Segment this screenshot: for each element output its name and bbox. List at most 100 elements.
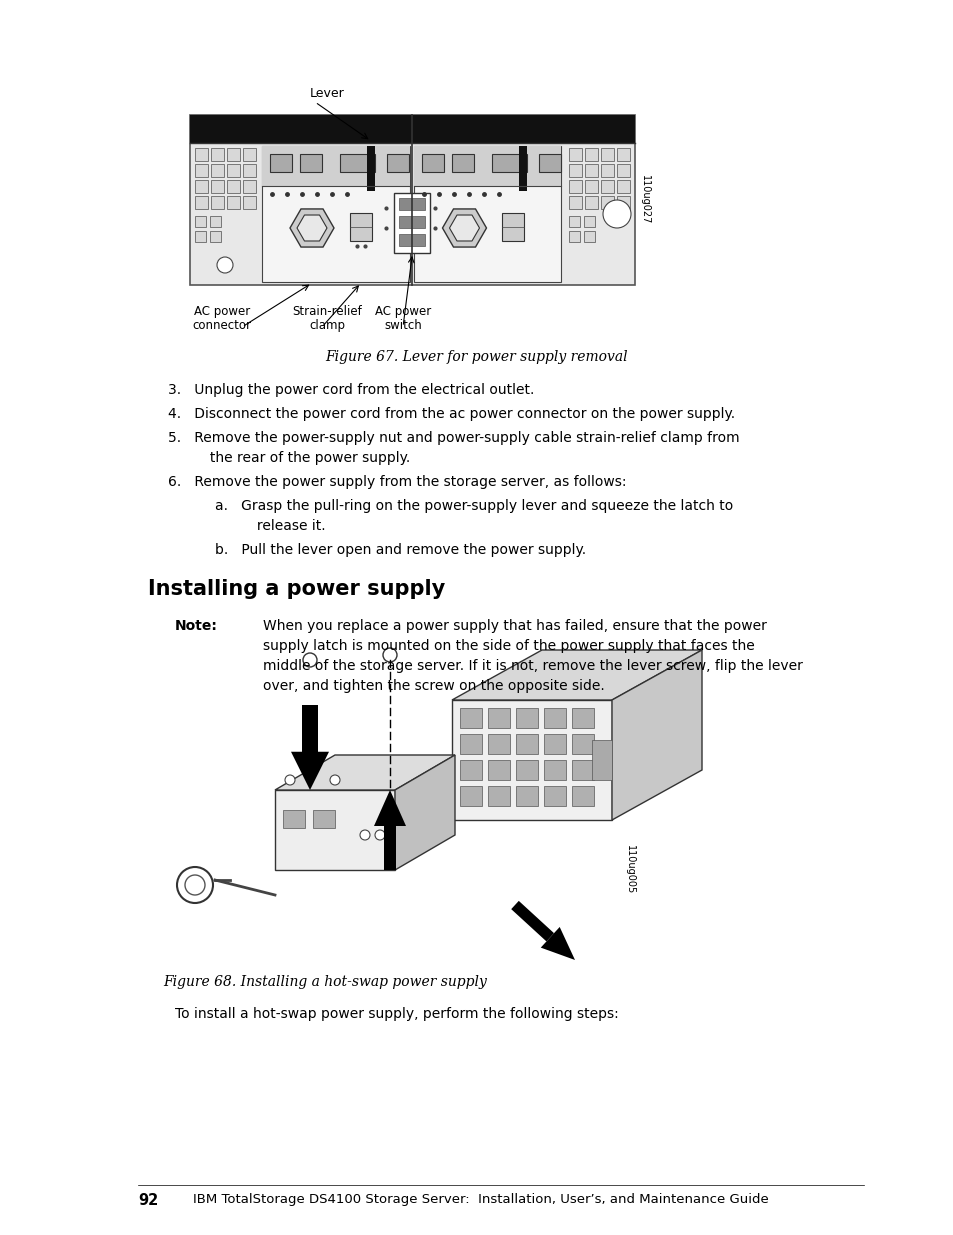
Polygon shape [511, 900, 554, 941]
Bar [399, 198, 425, 210]
Text: supply latch is mounted on the side of the power supply that faces the: supply latch is mounted on the side of t… [263, 638, 754, 653]
Polygon shape [449, 215, 479, 241]
Circle shape [382, 648, 396, 662]
Bar [600, 180, 614, 193]
Circle shape [330, 776, 339, 785]
Bar [270, 154, 292, 172]
Bar [414, 146, 560, 282]
Bar [190, 115, 635, 285]
Bar [543, 734, 565, 755]
Bar [617, 196, 629, 209]
Text: Strain-relief: Strain-relief [292, 305, 361, 317]
Text: Installing a power supply: Installing a power supply [148, 579, 445, 599]
Circle shape [185, 876, 205, 895]
Bar [194, 216, 206, 227]
Bar [459, 760, 481, 781]
Bar [617, 164, 629, 177]
Text: 6.   Remove the power supply from the storage server, as follows:: 6. Remove the power supply from the stor… [168, 475, 626, 489]
Bar [227, 196, 240, 209]
Bar [584, 180, 598, 193]
Bar [572, 734, 594, 755]
Bar [302, 705, 317, 752]
Text: 110ug027: 110ug027 [639, 175, 649, 225]
Circle shape [285, 776, 294, 785]
Bar [572, 708, 594, 727]
Text: Figure 67. Lever for power supply removal: Figure 67. Lever for power supply remova… [325, 350, 628, 364]
Bar [210, 216, 221, 227]
Polygon shape [540, 927, 575, 960]
Bar [194, 231, 206, 242]
Text: clamp: clamp [309, 319, 345, 332]
Bar [283, 810, 305, 827]
Bar [422, 154, 444, 172]
Bar [459, 785, 481, 806]
Text: To install a hot-swap power supply, perform the following steps:: To install a hot-swap power supply, perf… [174, 1007, 618, 1021]
Bar [274, 790, 395, 869]
Bar [568, 148, 581, 161]
Bar [313, 810, 335, 827]
Bar [194, 196, 208, 209]
Bar [194, 148, 208, 161]
Bar [584, 148, 598, 161]
Text: IBM TotalStorage DS4100 Storage Server:  Installation, User’s, and Maintenance G: IBM TotalStorage DS4100 Storage Server: … [193, 1193, 768, 1207]
Bar [227, 180, 240, 193]
Bar [452, 154, 474, 172]
Bar [211, 180, 224, 193]
Bar [459, 708, 481, 727]
Text: 4.   Disconnect the power cord from the ac power connector on the power supply.: 4. Disconnect the power cord from the ac… [168, 408, 735, 421]
Text: 3.   Unplug the power cord from the electrical outlet.: 3. Unplug the power cord from the electr… [168, 383, 534, 396]
Circle shape [602, 200, 630, 228]
Text: a.   Grasp the pull-ring on the power-supply lever and squeeze the latch to: a. Grasp the pull-ring on the power-supp… [214, 499, 733, 513]
Bar [299, 154, 322, 172]
Polygon shape [291, 752, 329, 790]
Text: over, and tighten the screw on the opposite side.: over, and tighten the screw on the oppos… [263, 679, 604, 693]
Polygon shape [592, 740, 612, 781]
Bar [211, 196, 224, 209]
Text: 92: 92 [138, 1193, 158, 1208]
Bar [399, 216, 425, 228]
Bar [459, 734, 481, 755]
Bar [600, 164, 614, 177]
Bar [568, 231, 579, 242]
Polygon shape [274, 755, 455, 790]
Polygon shape [395, 755, 455, 869]
Circle shape [375, 830, 385, 840]
Bar [584, 164, 598, 177]
Polygon shape [612, 650, 701, 820]
Bar [583, 231, 595, 242]
Bar [572, 760, 594, 781]
Bar [211, 164, 224, 177]
Bar [568, 164, 581, 177]
Polygon shape [442, 209, 486, 247]
Bar [399, 233, 425, 246]
Bar [227, 148, 240, 161]
Bar [617, 180, 629, 193]
Text: AC power: AC power [375, 305, 431, 317]
Bar [539, 154, 561, 172]
Circle shape [216, 257, 233, 273]
Bar [243, 196, 255, 209]
Text: 5.   Remove the power-supply nut and power-supply cable strain-relief clamp from: 5. Remove the power-supply nut and power… [168, 431, 739, 445]
Bar [243, 164, 255, 177]
Bar [211, 148, 224, 161]
Bar [516, 785, 537, 806]
Bar [339, 154, 375, 172]
Bar [584, 196, 598, 209]
Bar [502, 212, 524, 241]
Bar [190, 115, 635, 143]
Bar [350, 212, 372, 241]
Bar [568, 180, 581, 193]
Circle shape [359, 830, 370, 840]
Text: Lever: Lever [310, 86, 344, 100]
Bar [387, 154, 409, 172]
Bar [600, 196, 614, 209]
Bar [516, 734, 537, 755]
Circle shape [303, 653, 316, 667]
Text: 110ug005: 110ug005 [624, 846, 635, 894]
Bar [492, 154, 527, 172]
Text: b.   Pull the lever open and remove the power supply.: b. Pull the lever open and remove the po… [214, 543, 585, 557]
Polygon shape [296, 215, 327, 241]
Bar [262, 146, 410, 186]
Bar [367, 146, 375, 191]
Bar [488, 785, 510, 806]
